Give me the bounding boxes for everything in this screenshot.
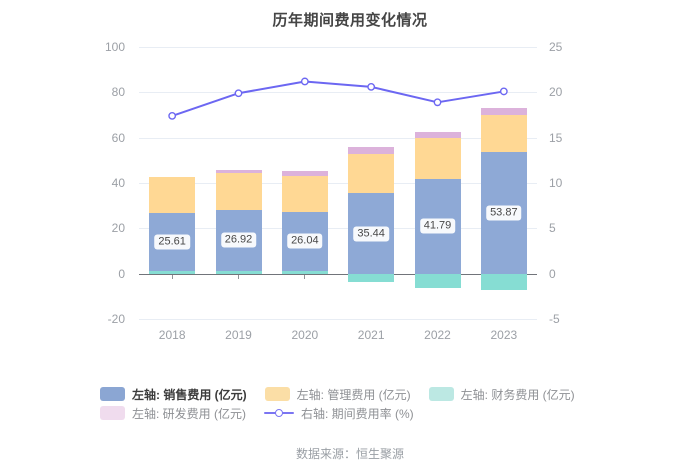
bar-segment-admin (149, 177, 196, 214)
x-axis-label: 2022 (424, 328, 451, 342)
bar-value-label: 35.44 (353, 226, 389, 241)
bar-value-label: 53.87 (486, 205, 522, 221)
legend-item[interactable]: 左轴: 研发费用 (亿元) (100, 405, 246, 422)
y-axis-label-left: 100 (104, 40, 125, 54)
bar-value-label: 41.79 (419, 218, 456, 234)
plot-area: 100 25 80 20 60 15 40 10 20 5 0 0 -20 -5 2018 2019 2020 2… (105, 40, 562, 342)
chart-title: 历年期间费用变化情况 (272, 12, 428, 29)
bar-segment-admin (348, 153, 395, 194)
legend-swatch-icon (100, 387, 125, 401)
x-axis-label: 2020 (291, 328, 319, 342)
legend-label: 左轴: 销售费用 (亿元) (132, 387, 247, 402)
x-axis-label: 2021 (357, 328, 385, 342)
bar-segment-finance (215, 270, 262, 274)
bar-segment-finance (149, 271, 196, 274)
bar-segment-admin (480, 114, 527, 152)
bar-value-label: 25.61 (154, 234, 190, 250)
rate-line-marker (433, 98, 442, 107)
x-axis-tick (304, 274, 306, 279)
y-axis-label-left: -20 (107, 312, 125, 326)
legend-row: 左轴: 研发费用 (亿元) 右轴: 期间费用率 (%) (100, 404, 600, 422)
grid-line (139, 319, 537, 320)
bar-segment-admin (281, 175, 328, 212)
bar-value-label: 26.92 (220, 232, 257, 248)
legend-label: 左轴: 研发费用 (亿元) (132, 406, 246, 421)
legend-label: 右轴: 期间费用率 (%) (301, 406, 414, 421)
bar-segment-rd (414, 132, 461, 138)
legend-swatch-icon (100, 406, 125, 420)
data-source-text: 数据来源：恒生聚源 (295, 447, 404, 461)
bar-value-label: 26.04 (287, 233, 323, 249)
legend-swatch-icon (264, 387, 290, 401)
rate-line-marker (367, 82, 376, 91)
rate-line-marker (300, 77, 309, 86)
x-axis-label: 2019 (225, 328, 252, 342)
bar-segment-admin (414, 137, 461, 179)
zero-axis-line (139, 273, 537, 275)
x-axis-tick (171, 274, 173, 279)
bar-segment-finance (414, 273, 461, 288)
legend-item[interactable]: 右轴: 期间费用率 (%) (264, 405, 414, 422)
legend-item[interactable]: 左轴: 财务费用 (亿元) (428, 386, 575, 403)
y-axis-label-right: 5 (549, 221, 556, 236)
bar-segment-rd (281, 171, 328, 176)
legend-label: 左轴: 财务费用 (亿元) (460, 387, 575, 402)
legend-box: 左轴: 销售费用 (亿元) 左轴: 管理费用 (亿元) 左轴: 财务费用 (亿元) 左… (100, 385, 600, 422)
x-axis-label: 2023 (490, 328, 518, 342)
rate-line (171, 80, 504, 117)
x-axis-label: 2018 (158, 328, 186, 342)
bar-segment-finance (281, 270, 328, 274)
grid-line (139, 92, 537, 94)
legend-row: 左轴: 销售费用 (亿元) 左轴: 管理费用 (亿元) 左轴: 财务费用 (亿元) (100, 385, 600, 403)
grid-line (139, 137, 537, 139)
bar-segment-admin (215, 172, 262, 210)
y-axis-label-right: 25 (549, 40, 563, 54)
bar-segment-rd (480, 108, 527, 115)
legend-swatch-icon (428, 387, 454, 401)
bar-segment-rd (348, 147, 395, 154)
bar-segment-finance (480, 273, 527, 291)
rate-line-marker (168, 112, 177, 120)
y-axis-label-right: 10 (549, 176, 563, 190)
grid-line (139, 47, 537, 48)
grid-line (139, 183, 537, 184)
circle-marker-glyph (275, 408, 283, 417)
y-axis-label-right: 0 (549, 266, 556, 281)
x-axis-tick (238, 274, 239, 279)
bar-segment-rd (215, 169, 262, 173)
legend-item[interactable]: 左轴: 销售费用 (亿元) (100, 386, 247, 403)
legend-label: 左轴: 管理费用 (亿元) (296, 387, 411, 402)
grid-line (139, 228, 537, 230)
y-axis-label-right: 15 (549, 130, 563, 145)
y-axis-label-right: -5 (549, 312, 560, 326)
y-axis-label-right: 20 (549, 85, 563, 100)
y-axis-label-left: 60 (111, 130, 125, 145)
y-axis-label-left: 20 (111, 221, 125, 236)
bar-segment-finance (348, 273, 395, 283)
y-axis-label-left: 80 (111, 85, 125, 100)
chart-legend: 左轴: 销售费用 (亿元) 左轴: 管理费用 (亿元) 左轴: 财务费用 (亿元) 左… (0, 384, 700, 423)
y-axis-label-left: 0 (118, 266, 125, 281)
legend-item[interactable]: 左轴: 管理费用 (亿元) (264, 386, 411, 403)
legend-line-marker-icon (264, 406, 294, 420)
y-axis-label-left: 40 (111, 176, 125, 190)
